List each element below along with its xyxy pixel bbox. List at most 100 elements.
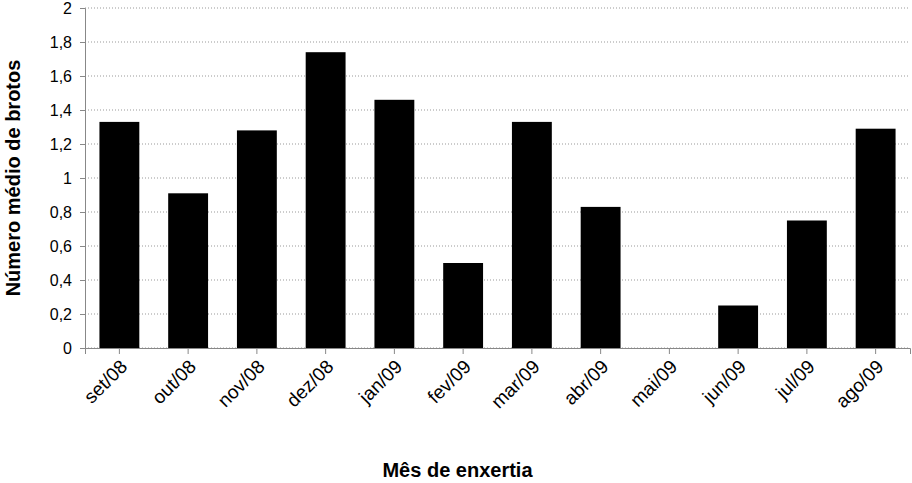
y-tick-mark: [80, 348, 85, 349]
x-tick-label: jan/09: [354, 356, 406, 408]
x-tick: ago/09: [832, 348, 888, 412]
y-tick-label: 0,8: [50, 204, 72, 221]
bar: [306, 52, 346, 348]
x-tick: out/08: [148, 348, 200, 408]
x-tick-label: set/08: [80, 356, 131, 407]
y-tick-mark: [80, 212, 85, 213]
y-tick-label: 1,2: [50, 136, 72, 153]
x-tick: dez/08: [282, 348, 337, 411]
bar: [718, 306, 758, 349]
grid-line: [85, 212, 910, 213]
y-tick-mark: [80, 8, 85, 9]
bar: [787, 221, 827, 349]
grid-line: [85, 144, 910, 145]
x-tick-label: jun/09: [698, 356, 750, 408]
bars: [99, 52, 895, 348]
y-tick: 0,2: [50, 306, 85, 323]
x-tick: jun/09: [698, 348, 750, 408]
x-tick-mark: [669, 348, 670, 354]
x-tick: fev/09: [424, 348, 475, 407]
x-tick: abr/09: [560, 348, 613, 409]
grid-line: [85, 280, 910, 281]
x-tick-mark: [738, 348, 739, 354]
grid-line: [85, 314, 910, 315]
y-tick-label: 1,8: [50, 34, 72, 51]
x-tick-label: abr/09: [560, 356, 613, 409]
y-tick-mark: [80, 314, 85, 315]
y-tick-mark: [80, 246, 85, 247]
y-tick-mark: [80, 144, 85, 145]
grid-line: [85, 76, 910, 77]
x-tick-label: mai/09: [626, 356, 681, 411]
x-tick-label: ago/09: [832, 356, 888, 412]
x-axis-line: [86, 349, 911, 355]
y-tick-mark: [80, 110, 85, 111]
x-tick-label: dez/08: [282, 356, 337, 411]
x-tick-mark: [806, 348, 807, 354]
x-tick-mark: [256, 348, 257, 354]
y-tick: 2: [63, 0, 85, 17]
y-axis: 0 0,2 0,4 0,6 0,8 1 1,2 1,4 1,6 1,8 2: [50, 0, 86, 357]
x-axis-title: Mês de enxertia: [382, 459, 533, 481]
x-tick-mark: [119, 348, 120, 354]
x-tick-mark: [600, 348, 601, 354]
x-tick-mark: [188, 348, 189, 354]
x-tick: jul/09: [771, 348, 819, 403]
x-tick: set/08: [80, 348, 131, 407]
grid-line: [85, 110, 910, 111]
y-tick: 1: [63, 170, 85, 187]
y-tick: 1,6: [50, 68, 85, 85]
x-tick-label: fev/09: [424, 356, 475, 407]
x-tick: jan/09: [354, 348, 406, 408]
bar: [237, 130, 277, 348]
y-tick: 0: [63, 340, 85, 357]
x-tick-mark: [394, 348, 395, 354]
x-tick-mark: [875, 348, 876, 354]
x-tick-label: mar/09: [487, 356, 544, 413]
y-tick-label: 0,6: [50, 238, 72, 255]
y-tick: 0,6: [50, 238, 85, 255]
x-tick: mai/09: [626, 348, 681, 411]
bar: [649, 348, 689, 349]
x-tick-label: jul/09: [771, 356, 819, 404]
y-tick: 1,2: [50, 136, 85, 153]
y-tick: 0,8: [50, 204, 85, 221]
y-tick-label: 0,4: [50, 272, 72, 289]
x-tick-mark: [463, 348, 464, 354]
bar: [443, 263, 483, 348]
bar: [99, 122, 139, 348]
grid: [85, 8, 910, 348]
plot: 0 0,2 0,4 0,6 0,8 1 1,2 1,4 1,6 1,8 2 set/08 out/08 n…: [50, 0, 911, 412]
grid-line: [85, 178, 910, 179]
x-tick-mark: [531, 348, 532, 354]
y-axis-title: Número médio de brotos: [2, 60, 24, 297]
bar: [168, 193, 208, 348]
y-tick: 0,4: [50, 272, 85, 289]
x-tick: mar/09: [487, 348, 544, 412]
y-tick-label: 2: [63, 0, 72, 17]
grid-line: [85, 42, 910, 43]
y-tick: 1,4: [50, 102, 85, 119]
bar: [512, 122, 552, 348]
y-tick-label: 1,4: [50, 102, 72, 119]
y-tick-mark: [80, 42, 85, 43]
y-axis-line: [80, 9, 86, 349]
x-tick-label: out/08: [148, 356, 200, 408]
y-tick: 1,8: [50, 34, 85, 51]
x-tick-mark: [325, 348, 326, 354]
bar: [856, 129, 896, 348]
y-tick-mark: [80, 178, 85, 179]
y-tick-label: 1,6: [50, 68, 72, 85]
x-tick-label: nov/08: [214, 356, 269, 411]
x-axis: set/08 out/08 nov/08dez/08 jan/09 fev/09mar/…: [80, 348, 911, 412]
y-tick-label: 1: [63, 170, 72, 187]
y-tick-mark: [80, 280, 85, 281]
y-tick-label: 0: [63, 340, 72, 357]
bar: [581, 207, 621, 348]
y-tick-mark: [80, 76, 85, 77]
chart: 0 0,2 0,4 0,6 0,8 1 1,2 1,4 1,6 1,8 2 set/08 out/08 n…: [0, 0, 912, 483]
grid-line: [85, 8, 910, 9]
x-tick: nov/08: [214, 348, 269, 411]
y-tick-label: 0,2: [50, 306, 72, 323]
bar: [374, 100, 414, 348]
